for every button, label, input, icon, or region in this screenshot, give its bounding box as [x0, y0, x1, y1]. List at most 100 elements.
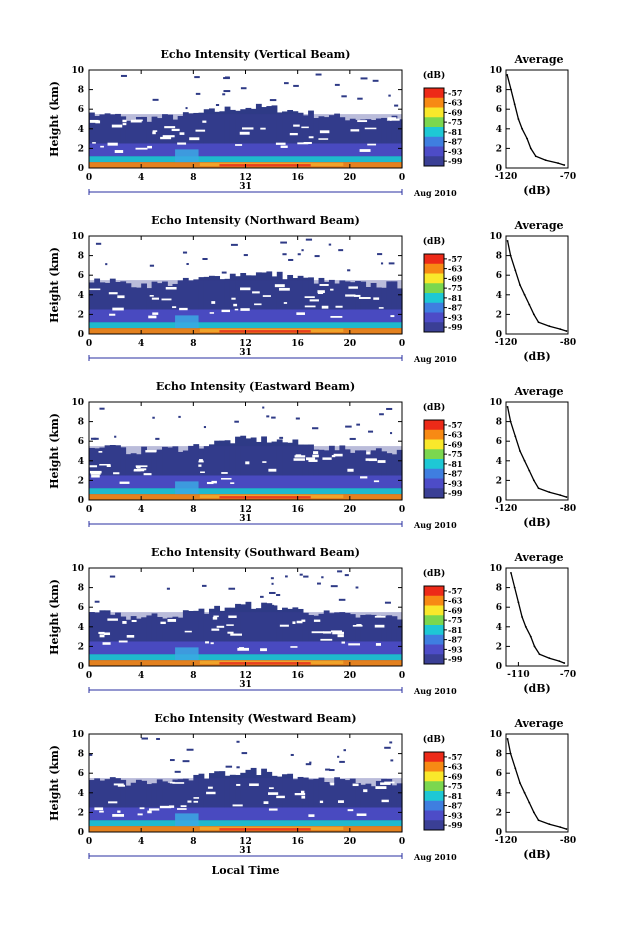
average-x-label: (dB)	[523, 682, 550, 695]
echo-layer	[89, 654, 402, 661]
echo-cell	[282, 279, 288, 334]
echo-cell	[313, 283, 320, 334]
echo-gap	[360, 476, 368, 479]
x-tick-label: 4	[138, 173, 144, 183]
echo-cell	[193, 279, 200, 334]
echo-cell	[172, 446, 179, 500]
colorbar-segment	[424, 127, 444, 138]
echo-cell	[287, 608, 294, 666]
average-point	[529, 147, 532, 150]
colorbar-tick-label: -57	[448, 586, 462, 596]
echo-gap	[348, 643, 361, 646]
echo-gap	[312, 454, 319, 458]
echo-speck	[89, 753, 93, 756]
echo-gap	[337, 634, 344, 638]
echo-gap	[263, 801, 269, 804]
colorbar-tick-label: -63	[448, 762, 463, 772]
echo-gap	[221, 309, 230, 313]
colorbar-tick-label: -93	[448, 312, 463, 322]
echo-cell	[229, 607, 236, 666]
colorbar-tick-label: -75	[448, 781, 462, 791]
y-tick-label: 10	[71, 398, 84, 408]
echo-gap	[252, 291, 260, 294]
echo-cell	[219, 279, 226, 334]
colorbar-tick-label: -99	[448, 156, 463, 166]
echo-speck	[269, 591, 276, 594]
echo-layer	[89, 322, 402, 329]
echo-gap	[200, 471, 205, 474]
y-tick-label: 4	[78, 457, 84, 467]
x-tick-label: 0	[399, 671, 405, 681]
colorbar-segment	[424, 468, 444, 479]
echo-cell	[214, 771, 221, 832]
echo-speck	[276, 593, 281, 596]
echo-cell	[188, 445, 194, 500]
echo-cell	[235, 774, 241, 832]
echo-speck	[390, 759, 394, 762]
echo-cell	[271, 775, 278, 832]
echo-cell	[208, 773, 215, 832]
y-tick-label: 8	[78, 86, 84, 96]
colorbar-tick-label: -69	[448, 273, 463, 283]
average-frame	[505, 567, 569, 667]
echo-gap	[318, 138, 329, 140]
echo-gap	[212, 617, 218, 620]
echo-cell	[339, 779, 346, 832]
average-point	[533, 479, 535, 482]
echo-cell	[334, 283, 340, 334]
echo-gap	[274, 284, 285, 288]
echo-cell	[94, 278, 101, 334]
echo-cell	[214, 440, 221, 500]
colorbar-tick-label: -93	[448, 478, 463, 488]
average-point	[533, 313, 535, 316]
date-label: Aug 2010	[413, 520, 457, 530]
average-point	[563, 662, 566, 664]
echo-gap	[304, 296, 315, 299]
echo-gap	[95, 120, 101, 124]
echo-gap	[98, 631, 105, 634]
echo-gap	[240, 308, 250, 311]
echo-speck	[156, 737, 160, 740]
echo-speck	[230, 243, 238, 246]
echo-gap	[239, 131, 250, 135]
echo-gap	[333, 453, 343, 457]
echo-cell	[188, 780, 194, 832]
colorbar-tick-label: -81	[448, 459, 462, 469]
echo-cell	[219, 610, 226, 666]
echo-speck	[270, 577, 274, 580]
echo-cell	[391, 616, 398, 666]
echo-cell	[135, 779, 142, 832]
echo-cell	[297, 444, 304, 500]
echo-cell	[302, 115, 309, 168]
echo-cell	[219, 771, 226, 832]
echo-cell	[245, 275, 252, 334]
echo-cell	[349, 282, 356, 334]
x-tick-label: 12	[239, 505, 252, 515]
echo-cell	[261, 272, 267, 334]
echo-speck	[388, 262, 395, 265]
colorbar-segment	[424, 781, 444, 792]
echo-cell	[193, 774, 200, 832]
colorbar-segment	[424, 595, 444, 606]
echo-cell	[141, 780, 147, 832]
y-tick-label: 4	[78, 291, 84, 301]
average-x-tick-label: -120	[495, 836, 518, 846]
echo-speck	[269, 99, 277, 102]
echo-gap	[118, 640, 128, 643]
echo-gap	[137, 813, 143, 816]
echo-gap	[107, 618, 118, 621]
echo-cell	[224, 440, 231, 500]
echo-speck	[109, 575, 116, 578]
x-tick-label: 0	[399, 339, 405, 349]
y-tick-label: 4	[78, 789, 84, 799]
echo-gap	[147, 810, 152, 814]
x-tick-label: 8	[190, 837, 196, 847]
colorbar-segment	[424, 654, 444, 665]
echo-speck	[271, 582, 274, 585]
echo-cell	[360, 614, 367, 666]
colorbar-segment	[424, 615, 444, 626]
colorbar-tick-label: -69	[448, 605, 463, 615]
echo-gap	[323, 631, 332, 634]
echo-layer	[175, 315, 199, 329]
echo-gap	[319, 800, 324, 804]
